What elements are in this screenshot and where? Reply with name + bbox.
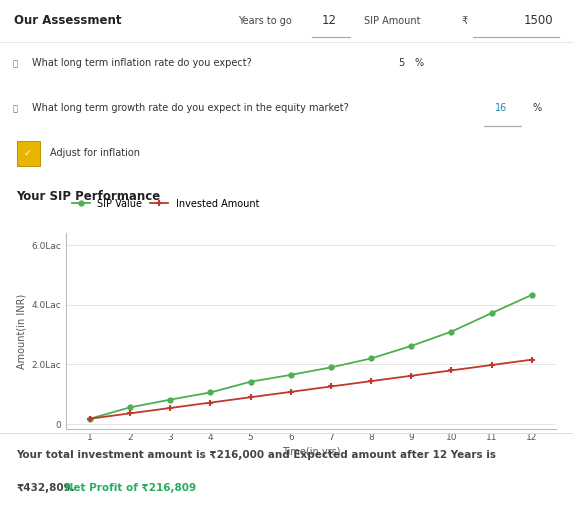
Text: ₹: ₹ xyxy=(461,16,468,26)
Text: Years to go: Years to go xyxy=(238,16,292,26)
SIP Value xyxy=(408,343,415,349)
Text: Our Assessment: Our Assessment xyxy=(14,14,122,28)
Text: Net Profit of ₹216,809: Net Profit of ₹216,809 xyxy=(61,483,197,493)
SIP Value xyxy=(488,310,495,316)
Legend: SIP Value, Invested Amount: SIP Value, Invested Amount xyxy=(68,195,263,213)
SIP Value xyxy=(87,416,93,422)
Text: ₹432,809.: ₹432,809. xyxy=(16,483,75,493)
Text: ⓘ: ⓘ xyxy=(13,59,18,68)
Y-axis label: Amount(in INR): Amount(in INR) xyxy=(17,293,27,369)
Text: %: % xyxy=(415,58,424,69)
Text: ⓘ: ⓘ xyxy=(13,104,18,113)
FancyBboxPatch shape xyxy=(17,141,40,166)
Text: Adjust for inflation: Adjust for inflation xyxy=(50,148,140,158)
SIP Value xyxy=(287,372,294,378)
SIP Value xyxy=(448,329,455,335)
Invested Amount xyxy=(167,405,174,411)
Text: SIP Amount: SIP Amount xyxy=(364,16,421,26)
Invested Amount xyxy=(247,394,254,400)
Text: 16: 16 xyxy=(495,103,507,113)
Text: %: % xyxy=(533,103,542,113)
Invested Amount xyxy=(488,362,495,368)
Text: What long term growth rate do you expect in the equity market?: What long term growth rate do you expect… xyxy=(32,103,348,113)
Invested Amount xyxy=(328,383,335,390)
Line: Invested Amount: Invested Amount xyxy=(87,356,535,422)
Text: Your total investment amount is ₹216,000 and Expected amount after 12 Years is: Your total investment amount is ₹216,000… xyxy=(16,450,496,460)
Invested Amount xyxy=(368,378,375,384)
Invested Amount xyxy=(207,399,214,406)
Invested Amount xyxy=(448,367,455,373)
SIP Value xyxy=(167,397,174,403)
SIP Value xyxy=(368,355,375,361)
SIP Value xyxy=(207,390,214,396)
Invested Amount xyxy=(287,389,294,395)
Text: 12: 12 xyxy=(322,14,337,28)
SIP Value xyxy=(127,404,134,411)
X-axis label: Time(in yrs): Time(in yrs) xyxy=(281,446,340,457)
SIP Value xyxy=(528,292,535,298)
Text: ✓: ✓ xyxy=(24,149,32,158)
SIP Value xyxy=(328,365,335,371)
Text: 1500: 1500 xyxy=(523,14,553,28)
Invested Amount xyxy=(528,356,535,362)
SIP Value xyxy=(247,379,254,385)
Text: What long term inflation rate do you expect?: What long term inflation rate do you exp… xyxy=(32,58,252,69)
Line: SIP Value: SIP Value xyxy=(88,292,534,421)
Text: Your SIP Performance: Your SIP Performance xyxy=(16,190,160,203)
Invested Amount xyxy=(87,416,93,422)
Invested Amount xyxy=(408,373,415,379)
Invested Amount xyxy=(127,410,134,416)
Text: 5: 5 xyxy=(398,58,405,69)
